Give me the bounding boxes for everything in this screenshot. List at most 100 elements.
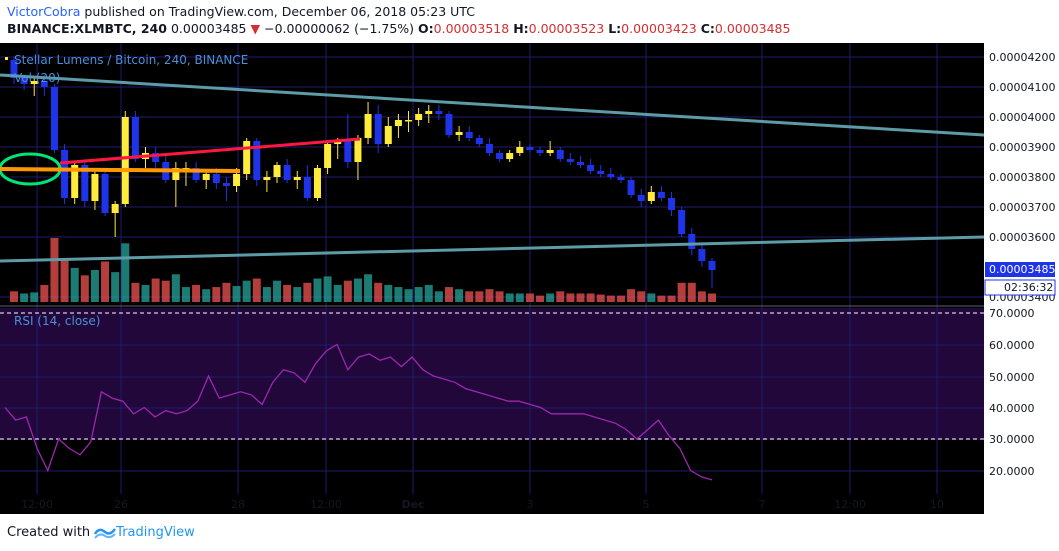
tradingview-brand[interactable]: TradingView [94,525,195,540]
candle-body [222,183,230,186]
candles [10,57,716,288]
candle-body [334,141,342,144]
author-link[interactable]: VictorCobra [7,4,81,19]
volume-bar [202,289,211,302]
price-axis[interactable]: 0.00004200 0.00004100 0.00004000 0.00003… [984,51,1056,304]
time-axis[interactable]: 12:00 26 28 12:00 Dec 3 5 7 12:00 10 [21,498,944,511]
volume-bar [111,272,120,302]
volume-bar [627,289,636,302]
rsi-band [0,308,984,440]
legend-dot-icon [5,57,8,60]
lower-trendline[interactable] [0,235,985,263]
volume-bar [505,293,514,302]
candle-body [455,132,463,135]
candle-body [506,153,514,159]
volume-bar [536,295,545,302]
candle-body [152,153,160,162]
candle-body [233,174,241,186]
volume-bar [515,293,524,302]
volume-bar [687,282,696,302]
volume-bar [586,293,595,302]
volume-bar [353,278,362,302]
price-tick: 0.00004200 [989,51,1055,64]
candle-body [435,111,443,114]
candle-body [526,147,534,150]
price-tick: 0.00003800 [989,171,1055,184]
time-label: 10 [930,498,944,511]
candle-body [121,117,129,204]
candle-body [71,165,79,198]
rsi-tick: 60.0000 [989,339,1035,352]
candle-body [617,177,625,180]
volume-bar [343,280,352,302]
time-label: 26 [114,498,128,511]
volume-bar [303,282,312,302]
volume-bar [697,291,706,302]
candle-body [303,177,311,198]
price-tick: 0.00003900 [989,141,1055,154]
candle-body [597,171,605,174]
time-label: 7 [759,498,766,511]
low-value: 0.00003423 [621,21,697,36]
volume-bar [576,293,585,302]
volume-bar [404,289,413,302]
candle-body [394,120,402,126]
volume-bar [475,291,484,302]
volume-bar [262,287,271,302]
volume-legend: Vol (20) [14,71,60,85]
volume-bar [424,284,433,302]
volume-bar [181,287,190,302]
volume-bar [151,278,160,302]
candle-body [536,150,544,153]
down-arrow-icon: ▼ [250,21,261,36]
volume-bar [283,284,292,302]
candle-body [546,150,554,153]
candle-body [192,168,200,180]
candle-body [637,195,645,201]
rsi-tick: 30.0000 [989,433,1035,446]
volume-bar [20,293,29,302]
rsi-tick: 70.0000 [989,307,1035,320]
volume-bar [434,291,443,302]
candle-body [364,114,372,138]
last-price-tag-text: 0.00003485 [989,263,1055,276]
volume-bar [60,259,69,302]
candle-body [344,141,352,162]
countdown-tag [984,279,1056,296]
candle-body [101,174,109,213]
volume-bar [101,261,110,302]
close-value: 0.00003485 [714,21,791,36]
rsi-axis[interactable]: 70.0000 60.0000 50.0000 40.0000 30.0000 … [989,307,1035,478]
volume-bar [242,280,251,302]
candle-body [111,204,119,213]
candle-body [273,165,281,177]
upper-trendline[interactable] [0,73,985,137]
candle-body [91,174,99,201]
time-label: 28 [231,498,245,511]
candle-body [698,249,706,261]
volume-bar [394,287,403,302]
volume-bar [566,293,575,302]
volume-bars [10,238,716,302]
candle-body [425,111,433,114]
volume-bar [273,280,282,302]
low-label: L: [608,21,622,36]
volume-bar [364,274,373,302]
volume-bar [708,293,716,302]
volume-bar [232,286,241,302]
volume-bar [384,284,393,302]
price-chart[interactable]: Stellar Lumens / Bitcoin, 240, BINANCE V… [0,43,1059,519]
last-price: 0.00003485 [170,21,247,36]
high-value: 0.00003523 [528,21,605,36]
candle-body [263,177,271,180]
time-label: Dec [401,498,424,511]
candle-body [374,114,382,144]
candle-body [172,168,180,180]
candle-body [81,165,89,201]
rsi-line [4,343,713,481]
time-label: 3 [527,498,534,511]
volume-bar [161,280,170,302]
volume-bar [444,287,453,302]
candle-body [61,150,69,198]
candle-body [587,165,595,171]
